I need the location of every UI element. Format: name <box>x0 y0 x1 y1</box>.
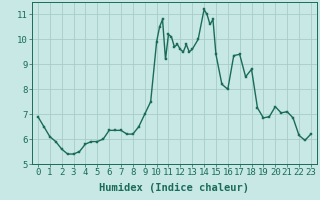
X-axis label: Humidex (Indice chaleur): Humidex (Indice chaleur) <box>100 183 249 193</box>
